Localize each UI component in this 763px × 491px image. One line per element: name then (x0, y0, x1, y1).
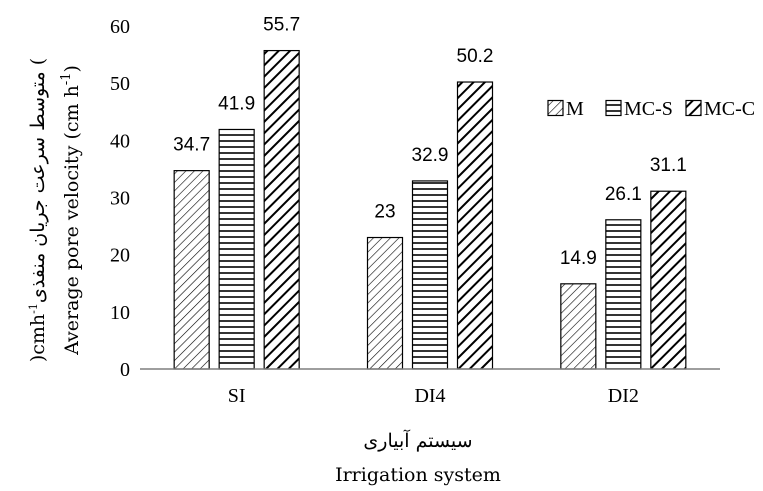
y-axis-title-fa-sup: -1 (27, 303, 40, 314)
y-axis-title-fa: )cmh-1متوسط سرعت جریان منفذی ( (27, 58, 49, 362)
y-tick-label: 60 (110, 16, 130, 38)
data-label: 41.9 (218, 93, 255, 114)
bar-mc-c-di4 (456, 81, 494, 370)
y-axis-title-fa-unit: cmh (27, 314, 49, 355)
legend-swatch (547, 99, 564, 117)
legend-label: MC-C (704, 98, 755, 120)
y-axis-title-text: Average pore velocity (cm h (61, 85, 83, 356)
bar-mc-s-di4 (411, 180, 449, 370)
bars (173, 49, 687, 370)
legend-swatch (605, 99, 622, 117)
legend-swatch (685, 99, 702, 117)
data-label: 34.7 (173, 135, 210, 156)
y-tick-label: 0 (120, 359, 130, 381)
data-label: 55.7 (263, 15, 300, 36)
legend-item-mc-c: MC-C (685, 98, 755, 120)
data-label: 31.1 (650, 155, 687, 176)
y-tick-label: 20 (110, 245, 130, 267)
bar-m-di2 (560, 283, 597, 370)
bar-mc-s-si (218, 128, 255, 370)
x-axis-title: Irrigation system (335, 464, 501, 486)
data-label: 32.9 (412, 145, 449, 166)
y-tick-label: 40 (110, 130, 130, 152)
data-label: 50.2 (457, 46, 494, 67)
legend-item-mc-s: MC-S (605, 98, 673, 120)
x-tick-label: DI4 (414, 385, 445, 407)
y-axis-ticks: 0 10 20 30 40 50 60 (110, 16, 130, 381)
data-label: 26.1 (605, 184, 642, 205)
legend-item-m: M (547, 98, 584, 120)
bar-mc-c-di2 (650, 190, 687, 370)
bar-mc-s-di2 (605, 219, 642, 370)
legend-label: MC-S (624, 98, 673, 120)
bar-m-si (173, 170, 210, 370)
y-tick-label: 50 (110, 73, 130, 95)
y-axis-title-end: ) (61, 65, 83, 72)
data-labels: 34.7 41.9 55.7 23 32.9 50.2 14.9 26.1 31.1 (173, 15, 687, 269)
bar-m-di4 (366, 236, 404, 370)
y-tick-label: 10 (110, 302, 130, 324)
x-tick-label: SI (228, 385, 246, 407)
data-label: 23 (374, 202, 395, 223)
y-axis-title: Average pore velocity (cm h-1) (59, 65, 83, 356)
legend-label: M (566, 98, 584, 120)
x-axis-title-fa: سیستم آبیاری (363, 429, 472, 452)
y-axis-title-fa-unit-end: ) (27, 355, 49, 362)
x-axis-ticks: SI DI4 DI2 (228, 385, 639, 407)
y-tick-label: 30 (110, 188, 130, 210)
x-tick-label: DI2 (608, 385, 639, 407)
legend: M MC-S MC-C (547, 98, 755, 120)
bar-mc-c-si (263, 49, 300, 370)
data-label: 14.9 (560, 248, 597, 269)
y-axis-title-fa-text: متوسط سرعت جریان منفذی ( (27, 58, 49, 303)
y-axis-title-sup: -1 (59, 73, 74, 86)
